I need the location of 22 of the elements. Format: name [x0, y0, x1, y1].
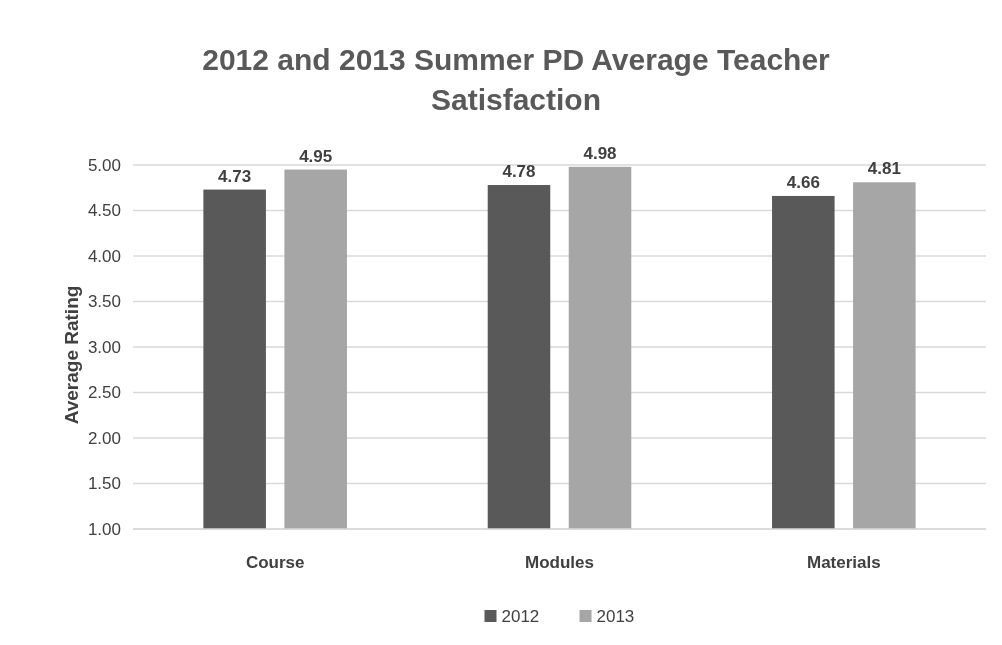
legend-label: 2013 — [596, 606, 635, 626]
data-label: 4.98 — [583, 143, 617, 163]
chart-title: 2012 and 2013 Summer PD Average Teacher Satisfaction — [202, 43, 831, 116]
data-label: 4.81 — [867, 159, 901, 179]
y-tick-label: 1.50 — [87, 474, 121, 494]
y-tick-label: 2.50 — [87, 383, 121, 403]
x-tick-label: Course — [245, 553, 305, 572]
data-label: 4.95 — [299, 146, 333, 166]
y-tick-label: 4.00 — [87, 246, 121, 266]
legend-label: 2012 — [501, 606, 540, 626]
data-label: 4.78 — [502, 162, 536, 182]
y-tick-label: 3.00 — [87, 337, 121, 357]
data-label: 4.73 — [218, 166, 252, 186]
y-tick-label: 3.50 — [87, 292, 121, 312]
x-tick-label: Materials — [806, 553, 881, 572]
x-tick-label: Modules — [525, 553, 594, 572]
y-axis-title: Average Rating — [61, 285, 82, 425]
y-tick-label: 4.50 — [87, 201, 121, 221]
y-tick-label: 2.00 — [87, 428, 121, 448]
y-tick-label: 1.00 — [87, 519, 121, 539]
data-label: 4.66 — [786, 172, 820, 192]
y-tick-label: 5.00 — [87, 155, 121, 175]
